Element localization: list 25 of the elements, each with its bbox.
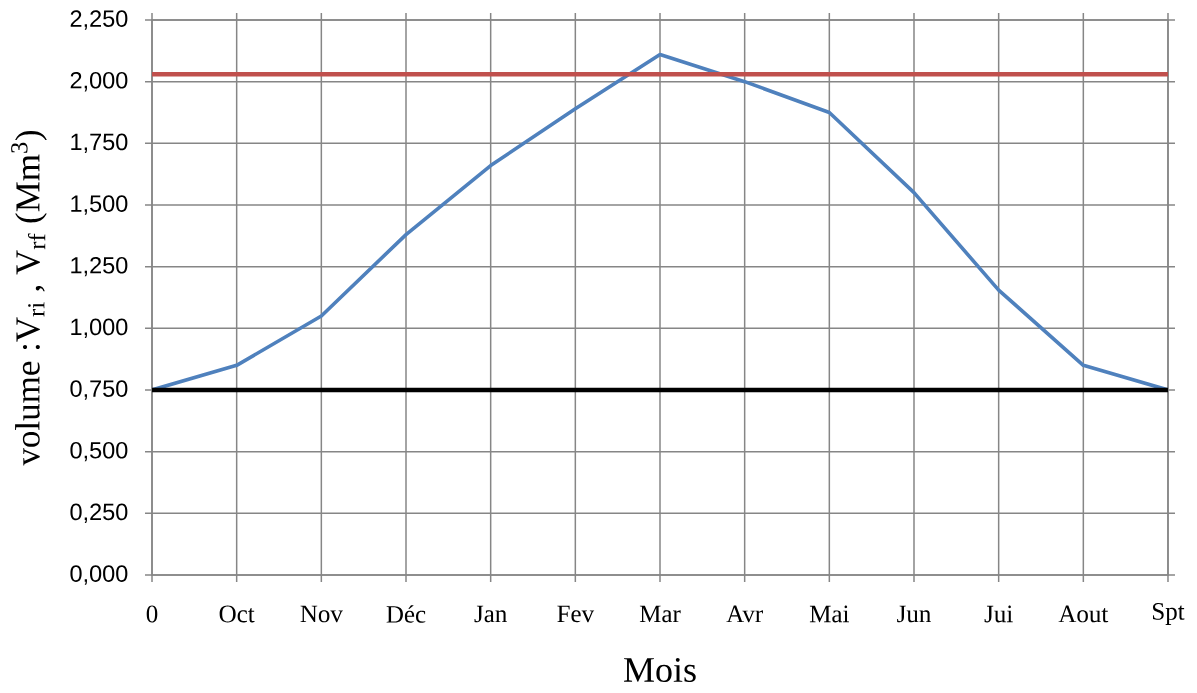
y-tick-label: 1,000: [71, 318, 128, 339]
y-tick-label: 1,250: [71, 256, 128, 277]
y-axis-title: volume :V$_{ri}$ , V$_{rf}$ (Mm$^{3}$): [11, 130, 47, 466]
y-tick-label: 2,000: [70, 71, 128, 92]
x-tick-label: Fev: [557, 605, 595, 623]
x-tick-label: Spt: [1152, 603, 1185, 625]
x-tick-label: 0: [146, 605, 158, 623]
y-tick-label: 0,500: [70, 441, 128, 462]
x-tick-label: Mai: [809, 605, 849, 623]
x-tick-label: Jan: [474, 605, 507, 623]
y-tick-label: 2,250: [70, 10, 128, 30]
y-tick-label: 0,000: [70, 565, 128, 585]
x-tick-label: Jui: [984, 605, 1013, 623]
y-tick-label: 1,500: [71, 195, 128, 215]
x-tick-label: Oct: [219, 605, 255, 623]
x-tick-label: Jun: [897, 605, 931, 623]
x-tick-label: Aout: [1058, 605, 1109, 623]
x-axis-title: Mois: [624, 657, 696, 683]
x-tick-label: Mar: [639, 605, 681, 623]
y-tick-label: 0,750: [70, 380, 128, 400]
x-tick-label: Avr: [726, 605, 763, 623]
x-tick-label: Nov: [300, 605, 343, 623]
y-tick-label: 1,750: [71, 133, 128, 154]
x-tick-label: Déc: [386, 605, 426, 623]
y-tick-label: 0,250: [70, 503, 128, 524]
